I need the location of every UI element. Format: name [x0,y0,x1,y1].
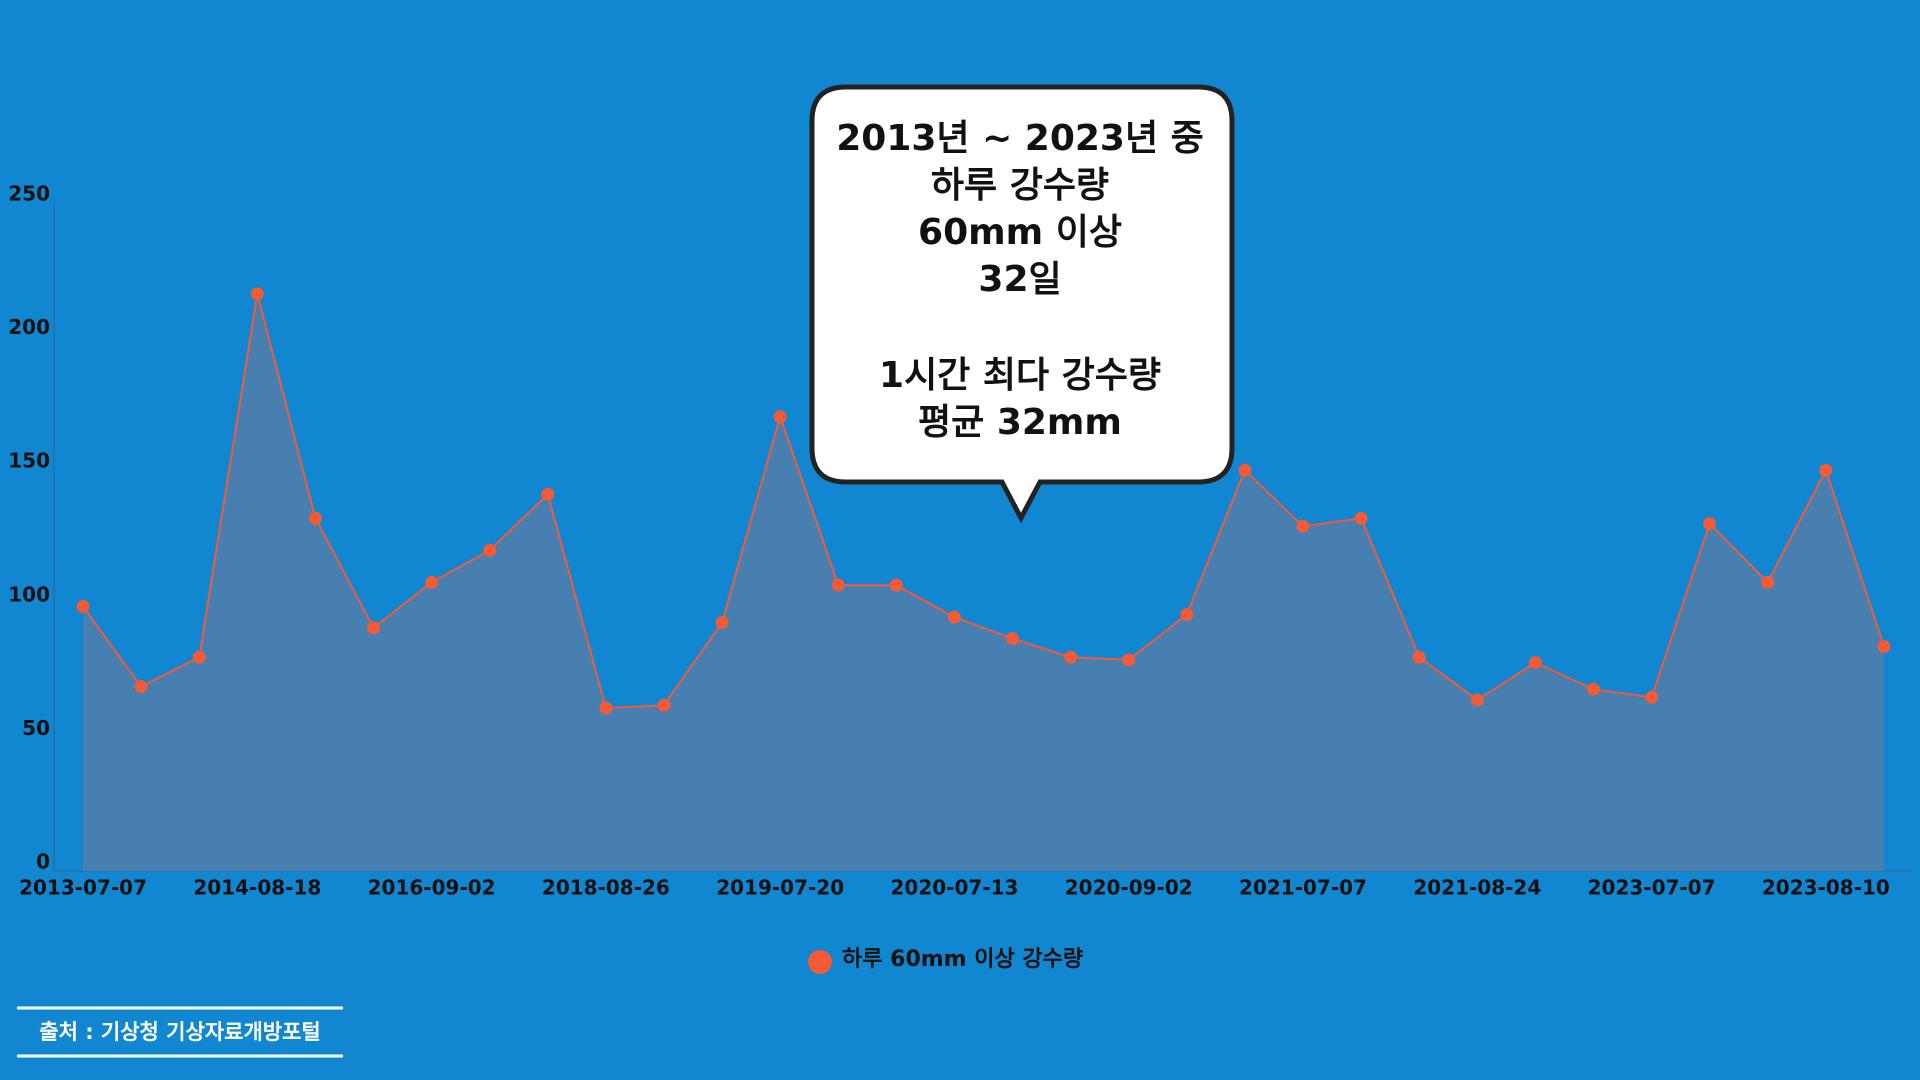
point [1703,517,1717,531]
y-tick-label: 250 [8,182,50,206]
point [134,680,148,694]
point [1586,682,1600,696]
point [1412,650,1426,664]
x-tick-label: 2016-09-02 [368,876,496,900]
x-tick-label: 2021-07-07 [1239,876,1367,900]
callout-text: 2013년 ~ 2023년 중하루 강수량 60mm 이상 32일 1시간 최다 강수… [836,118,1204,443]
line [82,293,1885,710]
point [541,487,555,501]
legend-marker [808,950,832,974]
point [599,701,613,715]
source: 출처 : 기상청 기상자료개방포털 [39,1020,321,1044]
point [1122,653,1136,667]
point [773,410,787,424]
point [250,287,264,301]
y-tick-label: 200 [8,315,50,339]
callout-box [809,84,1235,524]
x-tick-label: 2021-08-24 [1413,876,1541,900]
point [1761,575,1775,589]
x-tick-label: 2023-08-10 [1762,876,1890,900]
point [367,621,381,635]
x-tick-label: 2018-08-26 [542,876,670,900]
legend-label: 하루 60mm 이상 강수량 [842,947,1083,972]
callout-line: 32일 [978,259,1061,300]
point [1877,640,1891,654]
x-tick-label: 2019-07-20 [716,876,844,900]
point [1470,693,1484,707]
point [1006,632,1020,646]
point [715,616,729,630]
area [83,293,1884,871]
point [483,543,497,557]
point [947,610,961,624]
point [1645,690,1659,704]
x-tick-label: 2014-08-18 [193,876,321,900]
x-tick-label: 2023-07-07 [1588,876,1716,900]
callout-line: 평균 32mm [918,402,1122,443]
x-tick-label: 2020-09-02 [1065,876,1193,900]
callout-line: 2013년 ~ 2023년 중 [836,118,1204,159]
point [76,599,90,613]
point [1819,463,1833,477]
point [889,578,903,592]
point [831,578,845,592]
y-tick-label: 50 [22,716,50,740]
callout-line: 1시간 최다 강수량 [879,355,1161,396]
y-tick-label: 150 [8,449,50,473]
point [1064,650,1078,664]
x-tick-label: 2020-07-13 [890,876,1018,900]
point [1354,511,1368,525]
callout [809,84,1235,524]
point [1528,656,1542,670]
y-tick-label: 100 [8,582,50,606]
callout-line: 60mm 이상 [918,212,1122,253]
point [308,511,322,525]
callout-line: 하루 강수량 [931,165,1109,206]
point [657,698,671,712]
point [192,650,206,664]
point [1180,607,1194,621]
point [425,575,439,589]
point [1296,519,1310,533]
point [1238,463,1252,477]
y-tick-label: 0 [36,850,50,874]
x-tick-label: 2013-07-07 [19,876,147,900]
